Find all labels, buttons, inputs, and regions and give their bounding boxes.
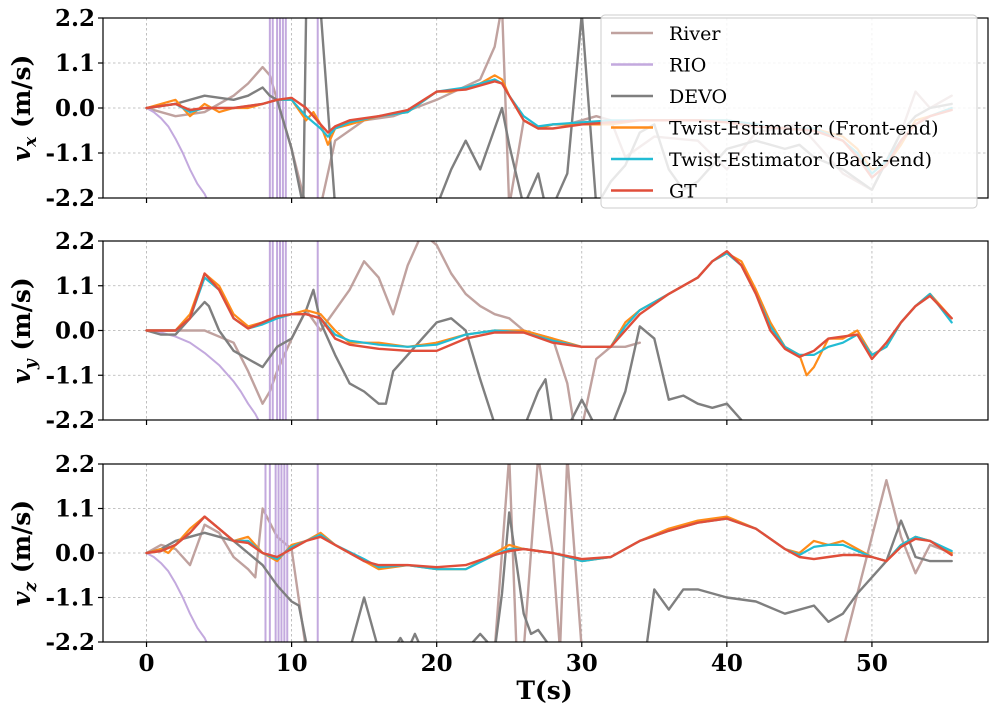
ylabel-var: v — [7, 369, 36, 384]
ylabel-sub: x — [21, 136, 41, 148]
panel-vz: -2.2 -1.1 0.0 1.1 2.2 vz (m/s) — [7, 451, 989, 656]
series-gt-line — [145, 249, 953, 361]
legend-label-twist-estimator-back-end: Twist-Estimator (Back-end) — [669, 149, 932, 171]
series-twist-estimator-front-end-line — [145, 252, 953, 377]
legend-box — [600, 14, 978, 209]
y-tick-label: 1.1 — [55, 273, 95, 300]
legend-label-gt: GT — [669, 181, 697, 203]
ylabel-unit: (m/s) — [7, 277, 36, 359]
y-tick-label: 2.2 — [55, 228, 95, 255]
x-tick-label: 30 — [566, 650, 598, 677]
y-tick-label: 1.1 — [55, 50, 95, 77]
y-tick-label: 2.2 — [55, 451, 95, 478]
ylabel-unit: (m/s) — [7, 55, 36, 137]
legend: River RIO DEVO Twist-Estimator (Front-end) T… — [600, 14, 978, 209]
x-tick-label: 20 — [421, 650, 453, 677]
ylabel-var: v — [7, 591, 36, 606]
y-tick-label: -1.1 — [45, 585, 95, 612]
ylabel-sub: z — [21, 582, 41, 593]
legend-label-devo: DEVO — [669, 86, 727, 108]
y-tick-label: -1.1 — [45, 362, 95, 389]
ylabel-var: v — [7, 146, 36, 161]
x-tick-label: 50 — [856, 650, 888, 677]
legend-label-rio: RIO — [669, 55, 706, 77]
series-rio-line — [145, 329, 260, 420]
y-tick-label: -1.1 — [45, 140, 95, 167]
panel-vy-ylabel: vy (m/s) — [7, 277, 41, 383]
y-tick-label: 1.1 — [55, 496, 95, 523]
y-tick-label: 0.0 — [55, 95, 95, 122]
series-river-line — [145, 464, 953, 642]
x-tick-label: 10 — [276, 650, 308, 677]
ylabel-sub: y — [21, 358, 41, 370]
ylabel-unit: (m/s) — [7, 500, 36, 582]
legend-label-river: River — [669, 23, 721, 45]
x-tick-label: 40 — [711, 650, 743, 677]
series-gt-line — [145, 515, 953, 569]
panel-vy: -2.2 -1.1 0.0 1.1 2.2 vy (m/s) — [7, 228, 989, 434]
legend-label-twist-estimator-front-end: Twist-Estimator (Front-end) — [669, 118, 938, 140]
panel-vx: -2.2 -1.1 0.0 1.1 2.2 vx (m/s) — [7, 5, 989, 212]
y-tick-label: -2.2 — [45, 629, 95, 656]
panel-vz-series — [145, 464, 953, 642]
series-rio-line — [145, 552, 208, 642]
panel-vz-ylabel: vz (m/s) — [7, 500, 41, 606]
y-tick-label: -2.2 — [45, 407, 95, 434]
y-tick-label: -2.2 — [45, 185, 95, 212]
series-devo-line — [145, 288, 743, 420]
y-tick-label: 2.2 — [55, 5, 95, 32]
x-axis-label: T(s) — [516, 676, 572, 705]
series-river-line — [145, 241, 641, 420]
y-tick-label: 0.0 — [55, 540, 95, 567]
y-tick-label: 0.0 — [55, 318, 95, 345]
panel-vx-ylabel: vx (m/s) — [7, 55, 41, 162]
x-tick-label: 0 — [139, 650, 155, 677]
series-rio-line — [145, 107, 208, 198]
panel-vy-series — [145, 241, 953, 420]
